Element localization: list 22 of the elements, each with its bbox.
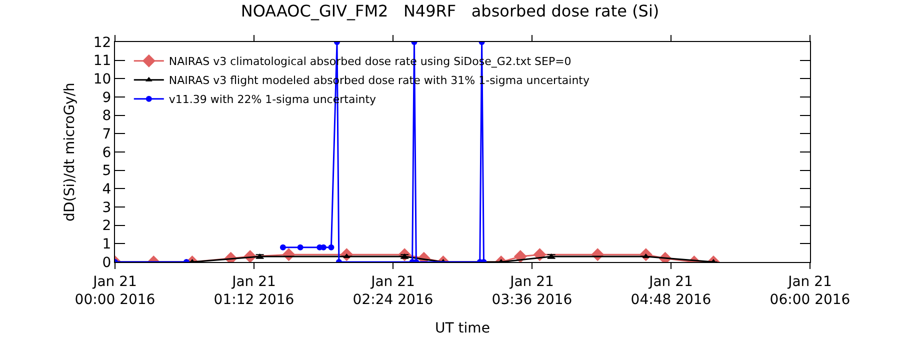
chart-title: NOAAOC_GIV_FM2 N49RF absorbed dose rate (Si) (240, 1, 660, 20)
y-tick-label: 11 (93, 53, 112, 70)
y-tick-label: 9 (102, 90, 112, 106)
x-tick-label: Jan 21 00:00 2016 (74, 274, 156, 308)
x-tick-label: Jan 21 01:12 2016 (214, 274, 294, 308)
y-tick-label: 2 (102, 218, 112, 234)
y-tick-label: 0 (102, 254, 112, 271)
y-tick-label: 10 (93, 72, 112, 88)
y-tick-label: 5 (102, 163, 112, 180)
y-tick-label: 4 (102, 182, 112, 198)
y-axis-title: dD(Si)/dt microGy/h (62, 82, 78, 222)
x-axis-title: UT time (435, 320, 490, 336)
y-tick-label: 8 (102, 108, 112, 124)
x-tick-label: Jan 21 02:24 2016 (352, 274, 434, 308)
y-tick-label: 1 (102, 236, 112, 253)
x-tick-label: Jan 21 06:00 2016 (770, 274, 850, 308)
x-tick-label: Jan 21 03:36 2016 (492, 274, 572, 308)
y-tick-label: 3 (102, 200, 112, 216)
x-tick-label: Jan 21 04:48 2016 (630, 274, 712, 308)
y-tick-label: 6 (102, 144, 112, 161)
y-tick-label: 7 (102, 126, 112, 143)
y-tick-label: 12 (93, 34, 112, 51)
